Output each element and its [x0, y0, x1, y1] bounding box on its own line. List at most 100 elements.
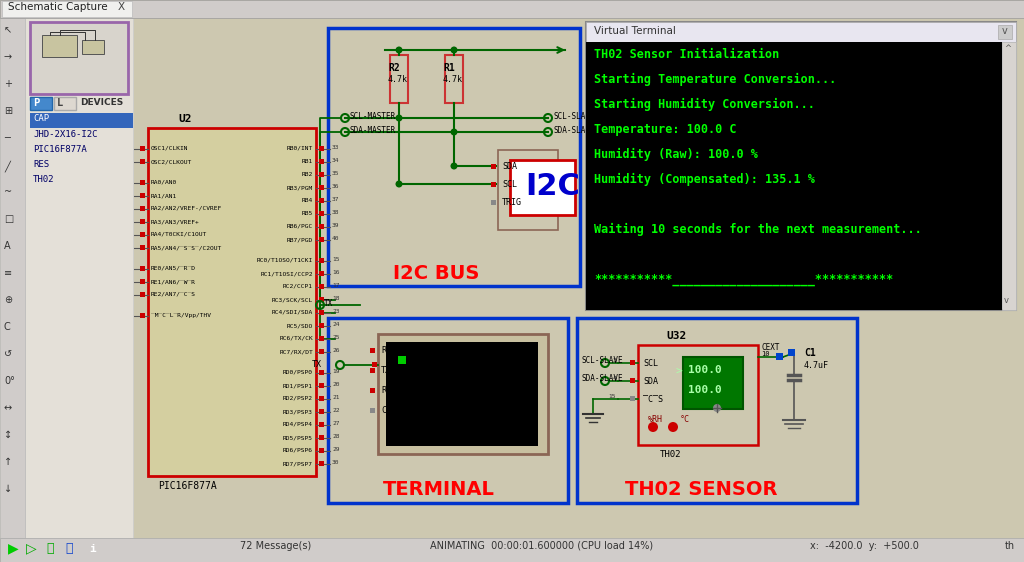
- Bar: [370, 348, 375, 353]
- Bar: [630, 360, 635, 365]
- Circle shape: [395, 115, 402, 121]
- Text: TXD: TXD: [381, 366, 396, 375]
- Text: Virtual Terminal: Virtual Terminal: [594, 26, 676, 36]
- Text: x:  -4200.0  y:  +500.0: x: -4200.0 y: +500.0: [810, 541, 919, 551]
- Text: RC3/SCK/SCL: RC3/SCK/SCL: [271, 297, 313, 302]
- Text: 4.7k: 4.7k: [443, 75, 463, 84]
- Bar: [776, 353, 783, 360]
- Text: ↔: ↔: [4, 403, 12, 413]
- Bar: [998, 25, 1012, 39]
- Text: RA3/AN3/VREF+: RA3/AN3/VREF+: [151, 219, 200, 224]
- Text: 72 Message(s): 72 Message(s): [240, 541, 311, 551]
- Bar: [319, 396, 324, 401]
- Text: CAP: CAP: [33, 114, 49, 123]
- Text: 3: 3: [612, 358, 616, 363]
- Text: 14: 14: [125, 158, 132, 163]
- Text: TX: TX: [312, 360, 322, 369]
- Text: TERMINAL: TERMINAL: [383, 480, 495, 499]
- Text: □: □: [4, 214, 13, 224]
- Bar: [140, 232, 145, 237]
- Text: 4: 4: [612, 376, 616, 381]
- Text: TH02: TH02: [660, 450, 682, 459]
- Bar: [445, 55, 463, 103]
- Text: 10: 10: [125, 291, 132, 296]
- Text: I2C BUS: I2C BUS: [393, 264, 479, 283]
- Bar: [319, 435, 324, 440]
- Text: ⊕: ⊕: [4, 295, 12, 305]
- Bar: [788, 349, 795, 356]
- Text: 7: 7: [128, 244, 132, 249]
- Text: 10: 10: [761, 351, 769, 357]
- Text: ↺: ↺: [4, 349, 12, 359]
- Text: Waiting 10 seconds for the next measurement...: Waiting 10 seconds for the next measurem…: [594, 223, 922, 236]
- Text: TH02: TH02: [33, 175, 54, 184]
- Text: Humidity (Compensated): 135.1 %: Humidity (Compensated): 135.1 %: [594, 173, 815, 186]
- Bar: [319, 172, 324, 177]
- Text: L: L: [57, 98, 63, 108]
- Text: 3: 3: [128, 192, 132, 197]
- Text: SDA-MASTER: SDA-MASTER: [350, 126, 396, 135]
- Text: RD7/PSP7: RD7/PSP7: [283, 461, 313, 466]
- Text: 28: 28: [332, 434, 340, 439]
- Text: R2: R2: [388, 63, 399, 73]
- Text: ↑: ↑: [4, 457, 12, 467]
- Text: RD5/PSP5: RD5/PSP5: [283, 435, 313, 440]
- Bar: [319, 297, 324, 302]
- Bar: [0, 538, 1024, 562]
- Text: RD2/PSP2: RD2/PSP2: [283, 396, 313, 401]
- Text: 15: 15: [608, 394, 616, 399]
- Text: 4.7k: 4.7k: [388, 75, 408, 84]
- Text: Starting Temperature Conversion...: Starting Temperature Conversion...: [594, 73, 837, 86]
- Text: ~: ~: [4, 187, 12, 197]
- Text: RE2/AN7/̅C̅S: RE2/AN7/̅C̅S: [151, 292, 196, 297]
- Text: ╱: ╱: [4, 160, 10, 171]
- Text: 100.0: 100.0: [688, 385, 722, 395]
- Text: 26: 26: [332, 348, 340, 353]
- Text: TX: TX: [324, 299, 333, 308]
- Text: 6: 6: [128, 231, 132, 236]
- Bar: [25, 18, 133, 538]
- Bar: [683, 357, 743, 409]
- Text: v: v: [1002, 26, 1008, 36]
- Text: ̅M̅C̅L̅R/Vpp/THV: ̅M̅C̅L̅R/Vpp/THV: [151, 313, 211, 318]
- Bar: [390, 55, 408, 103]
- Text: +: +: [4, 79, 12, 89]
- Text: RD3/PSP3: RD3/PSP3: [283, 409, 313, 414]
- Bar: [140, 313, 145, 318]
- Text: v: v: [1004, 296, 1009, 305]
- Bar: [370, 408, 375, 413]
- Text: RB3/PGM: RB3/PGM: [287, 185, 313, 190]
- Text: SCL: SCL: [502, 180, 517, 189]
- Text: RA0/AN0: RA0/AN0: [151, 180, 177, 185]
- Text: 30: 30: [332, 460, 340, 465]
- Text: ⏹: ⏹: [65, 542, 73, 555]
- Bar: [319, 284, 324, 289]
- Text: RD1/PSP1: RD1/PSP1: [283, 383, 313, 388]
- Text: SDA: SDA: [643, 377, 658, 386]
- Text: 18: 18: [332, 296, 340, 301]
- Text: RB6/PGC: RB6/PGC: [287, 224, 313, 229]
- Text: 23: 23: [332, 309, 340, 314]
- Text: 19: 19: [332, 369, 340, 374]
- Text: 27: 27: [332, 421, 340, 426]
- Bar: [30, 22, 128, 94]
- Text: 4: 4: [128, 205, 132, 210]
- Text: RB5: RB5: [302, 211, 313, 216]
- Text: ⊞: ⊞: [4, 106, 12, 116]
- Text: 22: 22: [332, 408, 340, 413]
- Bar: [0, 18, 25, 538]
- Text: 37: 37: [332, 197, 340, 202]
- Text: OSC1/CLKIN: OSC1/CLKIN: [151, 146, 188, 151]
- Text: 24: 24: [332, 322, 340, 327]
- Bar: [328, 318, 568, 503]
- Bar: [319, 422, 324, 427]
- Text: 13: 13: [125, 145, 132, 150]
- Text: SCL-SLAVE: SCL-SLAVE: [554, 112, 596, 121]
- Text: 25: 25: [332, 335, 340, 340]
- Bar: [630, 378, 635, 383]
- Bar: [398, 356, 406, 364]
- Text: RA2/AN2/VREF-/CVREF: RA2/AN2/VREF-/CVREF: [151, 206, 222, 211]
- Bar: [1002, 42, 1016, 310]
- Bar: [586, 22, 1016, 310]
- Bar: [2, 1, 132, 17]
